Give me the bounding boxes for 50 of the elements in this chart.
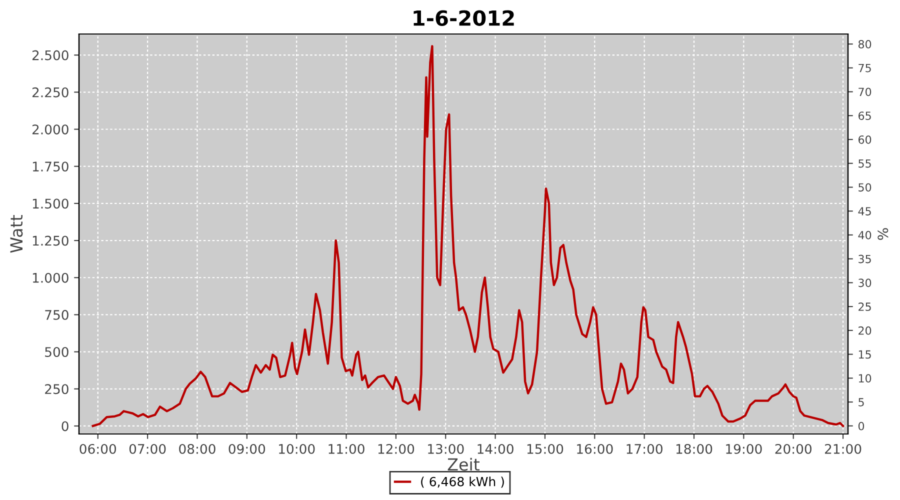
y-tick-label: 2.000 [32, 124, 68, 134]
y-tick-label: 2.250 [32, 87, 68, 98]
x-tick-label: 10:00 [279, 444, 315, 454]
y2-tick-label: 75 [858, 64, 871, 72]
y2-tick-label: 55 [858, 159, 871, 168]
y2-tick-label: 65 [858, 112, 871, 120]
x-tick-label: 16:00 [577, 444, 613, 454]
y-axis-title: Watt [10, 215, 23, 253]
y2-tick-label: 70 [858, 88, 872, 96]
chart-title: 1-6-2012 [414, 10, 514, 26]
y2-axis-title: % [878, 228, 888, 240]
x-tick-label: 17:00 [626, 444, 662, 454]
y2-tick-label: 60 [858, 135, 872, 144]
x-tick-label: 14:00 [478, 444, 514, 454]
y2-tick-label: 80 [858, 40, 872, 48]
legend-label: ( 6,468 kWh ) [421, 476, 504, 488]
x-tick-label: 18:00 [676, 444, 712, 454]
y-tick-label: 250 [45, 384, 68, 394]
y-tick-label: 500 [45, 347, 68, 358]
y-tick-label: 0 [62, 421, 68, 432]
y2-tick-label: 45 [858, 207, 871, 216]
x-tick-label: 11:00 [328, 444, 364, 454]
x-tick-label: 06:00 [80, 444, 116, 454]
x-tick-label: 12:00 [378, 444, 414, 454]
y2-tick-label: 5 [858, 398, 864, 406]
y-tick-label: 1.750 [32, 162, 68, 172]
x-tick-label: 07:00 [129, 444, 166, 454]
y-tick-label: 2.500 [32, 50, 68, 60]
y2-tick-label: 50 [858, 183, 872, 192]
y-tick-label: 1.500 [32, 198, 68, 209]
x-tick-label: 15:00 [527, 444, 564, 454]
x-tick-label: 08:00 [179, 444, 216, 454]
y2-tick-label: 25 [858, 302, 871, 311]
y-tick-label: 750 [45, 310, 68, 320]
y2-tick-label: 0 [858, 422, 864, 430]
y2-tick-label: 35 [858, 254, 871, 264]
y2-tick-label: 20 [858, 326, 872, 335]
y2-tick-label: 10 [858, 374, 872, 383]
line-series [92, 45, 844, 428]
x-tick-label: 20:00 [775, 444, 812, 454]
x-tick-label: 09:00 [228, 444, 266, 454]
y2-tick-label: 30 [858, 278, 872, 288]
x-tick-label: 19:00 [726, 444, 762, 454]
x-axis-title: Zeit [448, 458, 480, 471]
y2-tick-label: 15 [858, 350, 871, 359]
y-tick-label: 1.000 [32, 272, 68, 283]
x-tick-label: 21:00 [824, 444, 862, 454]
y-tick-label: 1.250 [32, 236, 68, 246]
y2-tick-label: 40 [858, 230, 872, 240]
x-tick-label: 13:00 [428, 444, 464, 454]
